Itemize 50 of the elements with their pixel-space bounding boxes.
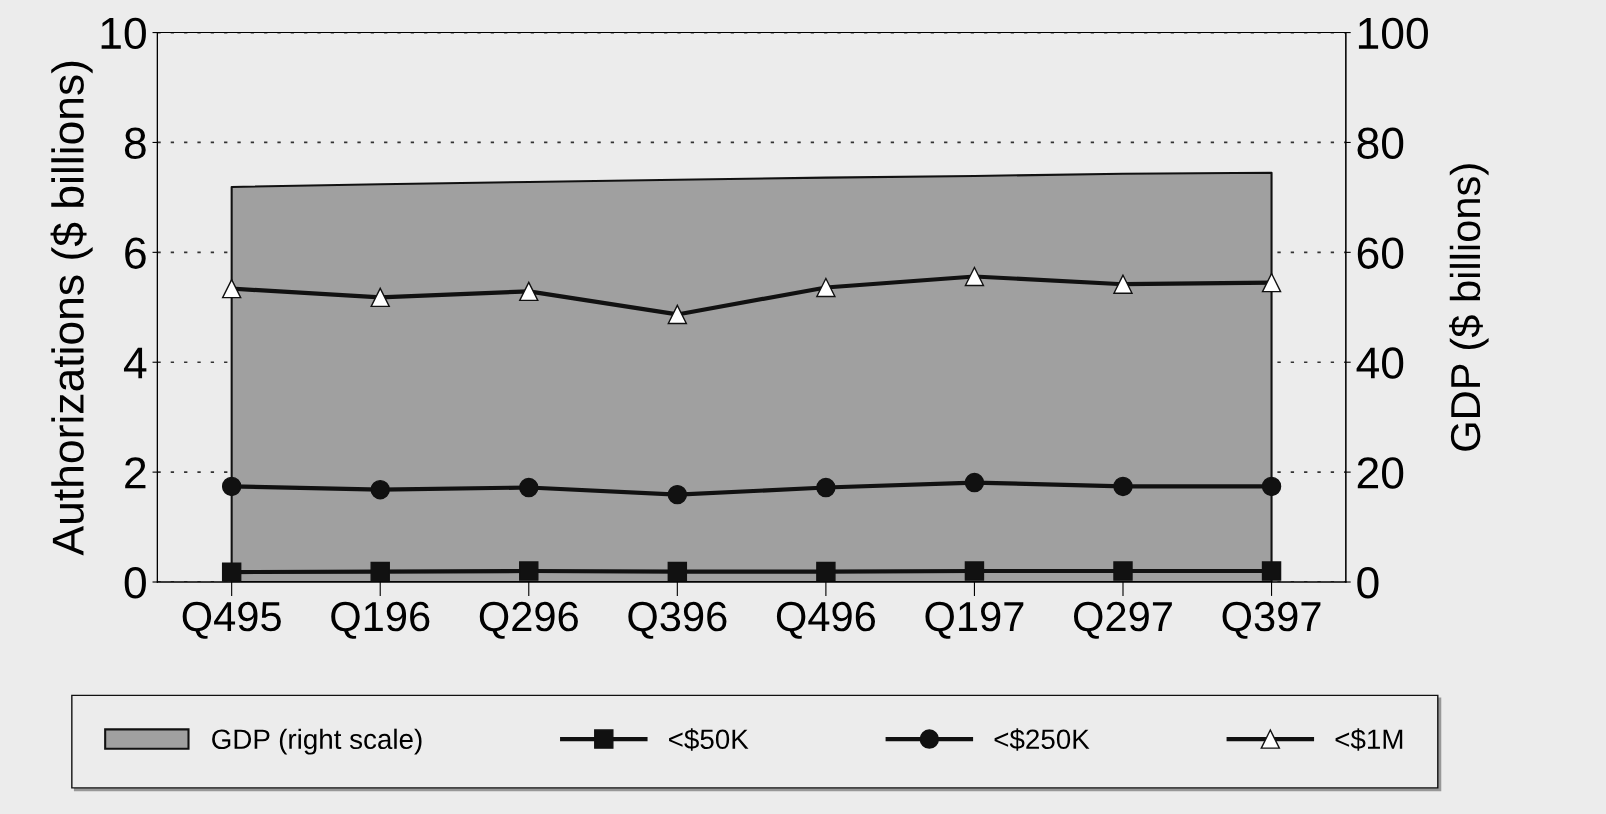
point bbox=[370, 561, 390, 582]
x-tick-label: Q196 bbox=[331, 601, 430, 639]
x-tick-label: Q296 bbox=[479, 601, 578, 639]
y2-axis-title: GDP ($ billions) bbox=[1449, 164, 1489, 451]
x-tick-label: Q197 bbox=[925, 601, 1024, 639]
legend-label: GDP (right scale) bbox=[212, 728, 422, 755]
y2-tick-label: 40 bbox=[1356, 347, 1404, 379]
point bbox=[221, 562, 242, 582]
x-tick-label: Q396 bbox=[628, 601, 727, 639]
point bbox=[519, 281, 539, 302]
point bbox=[816, 477, 836, 498]
point bbox=[519, 561, 539, 581]
y-axis-title: Authorizations ($ billions) bbox=[50, 61, 93, 556]
y2-tick-label: 80 bbox=[1357, 127, 1404, 159]
point bbox=[370, 479, 390, 500]
y2-tick-label: 60 bbox=[1357, 237, 1404, 269]
y-tick-label: 6 bbox=[125, 237, 146, 269]
point bbox=[1261, 561, 1282, 581]
y-tick-label: 0 bbox=[124, 567, 146, 599]
x-tick-label: Q495 bbox=[182, 601, 281, 639]
y-tick-label: 2 bbox=[125, 457, 146, 489]
point bbox=[964, 472, 985, 493]
point bbox=[1113, 561, 1133, 581]
x-tick-label: Q297 bbox=[1074, 601, 1172, 639]
point bbox=[370, 287, 390, 308]
x-tick-label: Q397 bbox=[1222, 601, 1321, 639]
point bbox=[519, 477, 539, 498]
point bbox=[667, 484, 688, 505]
point bbox=[1261, 476, 1282, 497]
point bbox=[1113, 274, 1133, 294]
point bbox=[1113, 476, 1133, 497]
point bbox=[816, 277, 836, 298]
legend-label: <$50K bbox=[669, 728, 749, 751]
y-tick-label: 8 bbox=[124, 127, 146, 159]
point bbox=[816, 561, 836, 582]
y2-tick-label: 0 bbox=[1357, 567, 1379, 599]
x-tick-label: Q496 bbox=[776, 601, 876, 639]
y2-tick-label: 100 bbox=[1358, 17, 1428, 50]
y-tick-label: 4 bbox=[123, 347, 147, 379]
legend-label: <$1M bbox=[1335, 728, 1403, 751]
point bbox=[667, 304, 688, 325]
point bbox=[1261, 272, 1282, 293]
point bbox=[667, 561, 688, 582]
point bbox=[964, 266, 985, 287]
legend-label: <$250K bbox=[994, 728, 1090, 751]
point bbox=[964, 561, 985, 581]
point bbox=[221, 476, 242, 497]
y2-tick-label: 20 bbox=[1357, 457, 1404, 489]
y-tick-label: 10 bbox=[101, 17, 146, 50]
point bbox=[221, 278, 242, 299]
